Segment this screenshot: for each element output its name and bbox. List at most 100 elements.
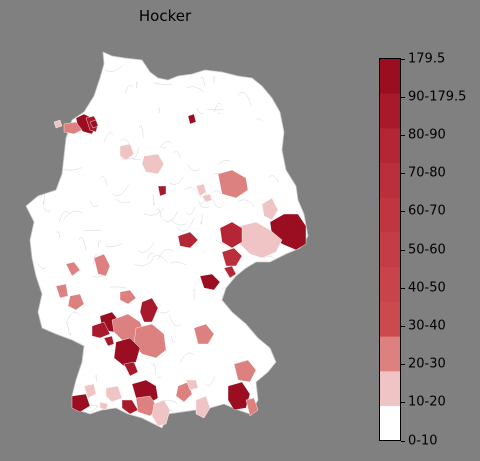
district-border xyxy=(200,214,203,225)
district-region xyxy=(119,143,135,161)
district-border xyxy=(121,158,142,161)
district-border xyxy=(150,363,154,366)
district-border xyxy=(103,132,114,143)
district-border xyxy=(41,335,62,347)
district-border xyxy=(261,329,263,331)
district-border xyxy=(147,252,155,259)
district-border xyxy=(273,303,280,311)
district-region xyxy=(217,169,249,199)
district-border xyxy=(292,275,300,281)
district-border xyxy=(34,369,52,382)
district-region xyxy=(121,399,139,415)
district-border xyxy=(178,59,186,65)
district-region xyxy=(227,381,251,411)
district-border xyxy=(97,240,101,249)
district-border xyxy=(159,141,172,149)
district-border xyxy=(144,208,165,216)
district-region xyxy=(89,119,99,129)
district-region xyxy=(113,337,141,367)
colorbar-bin xyxy=(379,301,401,337)
district-border xyxy=(130,147,139,159)
colorbar-tick xyxy=(401,325,405,327)
district-border xyxy=(76,56,91,70)
colorbar-tick-label: 30-40 xyxy=(408,318,446,334)
colorbar-tick xyxy=(401,96,405,98)
district-region xyxy=(175,381,193,403)
district-border xyxy=(268,175,279,183)
colorbar-tick xyxy=(401,173,405,175)
district-border xyxy=(104,243,122,247)
district-region xyxy=(239,221,283,259)
district-region xyxy=(201,193,213,203)
district-border xyxy=(237,92,252,106)
district-border xyxy=(156,208,162,219)
district-border xyxy=(67,322,72,336)
district-border xyxy=(273,405,279,418)
district-border xyxy=(170,219,187,226)
district-border xyxy=(30,410,37,418)
district-border xyxy=(218,159,231,165)
district-region xyxy=(233,359,257,383)
district-border xyxy=(261,411,273,420)
district-border xyxy=(289,373,300,378)
district-region xyxy=(141,153,165,175)
district-border xyxy=(257,270,260,283)
district-border xyxy=(238,199,255,208)
colorbar-bin xyxy=(379,232,401,268)
district-border xyxy=(300,343,308,351)
district-border xyxy=(86,405,98,413)
district-region xyxy=(223,265,237,279)
district-border xyxy=(153,82,173,85)
district-border xyxy=(38,263,47,269)
district-border xyxy=(182,421,189,428)
district-region xyxy=(221,247,243,267)
district-region xyxy=(99,401,109,411)
colorbar-tick-label: 10-20 xyxy=(408,394,446,410)
colorbar-bin xyxy=(379,127,401,163)
district-border xyxy=(35,157,41,170)
district-border xyxy=(78,237,87,251)
colorbar-tick-label: 60-70 xyxy=(408,203,446,219)
district-border xyxy=(26,140,34,146)
district-region xyxy=(53,119,63,129)
district-border xyxy=(79,73,98,87)
colorbar-tick-label: 80-90 xyxy=(408,127,446,143)
district-region xyxy=(63,121,83,135)
district-region xyxy=(245,397,259,417)
district-border xyxy=(186,86,204,92)
district-border xyxy=(138,124,144,138)
district-border xyxy=(177,218,195,232)
district-border xyxy=(267,332,271,345)
district-region xyxy=(55,283,69,299)
district-border xyxy=(157,376,162,378)
colorbar-tick-label: 40-50 xyxy=(408,280,446,296)
district-border xyxy=(263,331,272,335)
colorbar-bin xyxy=(379,336,401,372)
district-region xyxy=(193,323,215,345)
district-border xyxy=(67,59,78,70)
district-border xyxy=(152,194,155,206)
district-border xyxy=(186,164,200,172)
district-border xyxy=(236,311,249,318)
district-border xyxy=(93,253,99,265)
district-border xyxy=(114,197,131,204)
district-border xyxy=(110,286,127,289)
district-border xyxy=(287,283,300,290)
district-region xyxy=(195,395,211,419)
district-border xyxy=(43,207,51,212)
district-border xyxy=(153,363,157,375)
colorbar-bin xyxy=(379,197,401,233)
district-region xyxy=(219,221,243,249)
district-border xyxy=(134,258,155,267)
district-border xyxy=(207,108,224,111)
district-border xyxy=(203,376,216,386)
district-border xyxy=(104,65,123,72)
district-border xyxy=(170,261,186,266)
colorbar xyxy=(379,58,401,441)
district-border xyxy=(169,177,184,185)
district-region xyxy=(157,185,167,197)
district-border xyxy=(162,210,179,222)
district-border xyxy=(111,184,129,197)
district-region xyxy=(71,393,91,413)
